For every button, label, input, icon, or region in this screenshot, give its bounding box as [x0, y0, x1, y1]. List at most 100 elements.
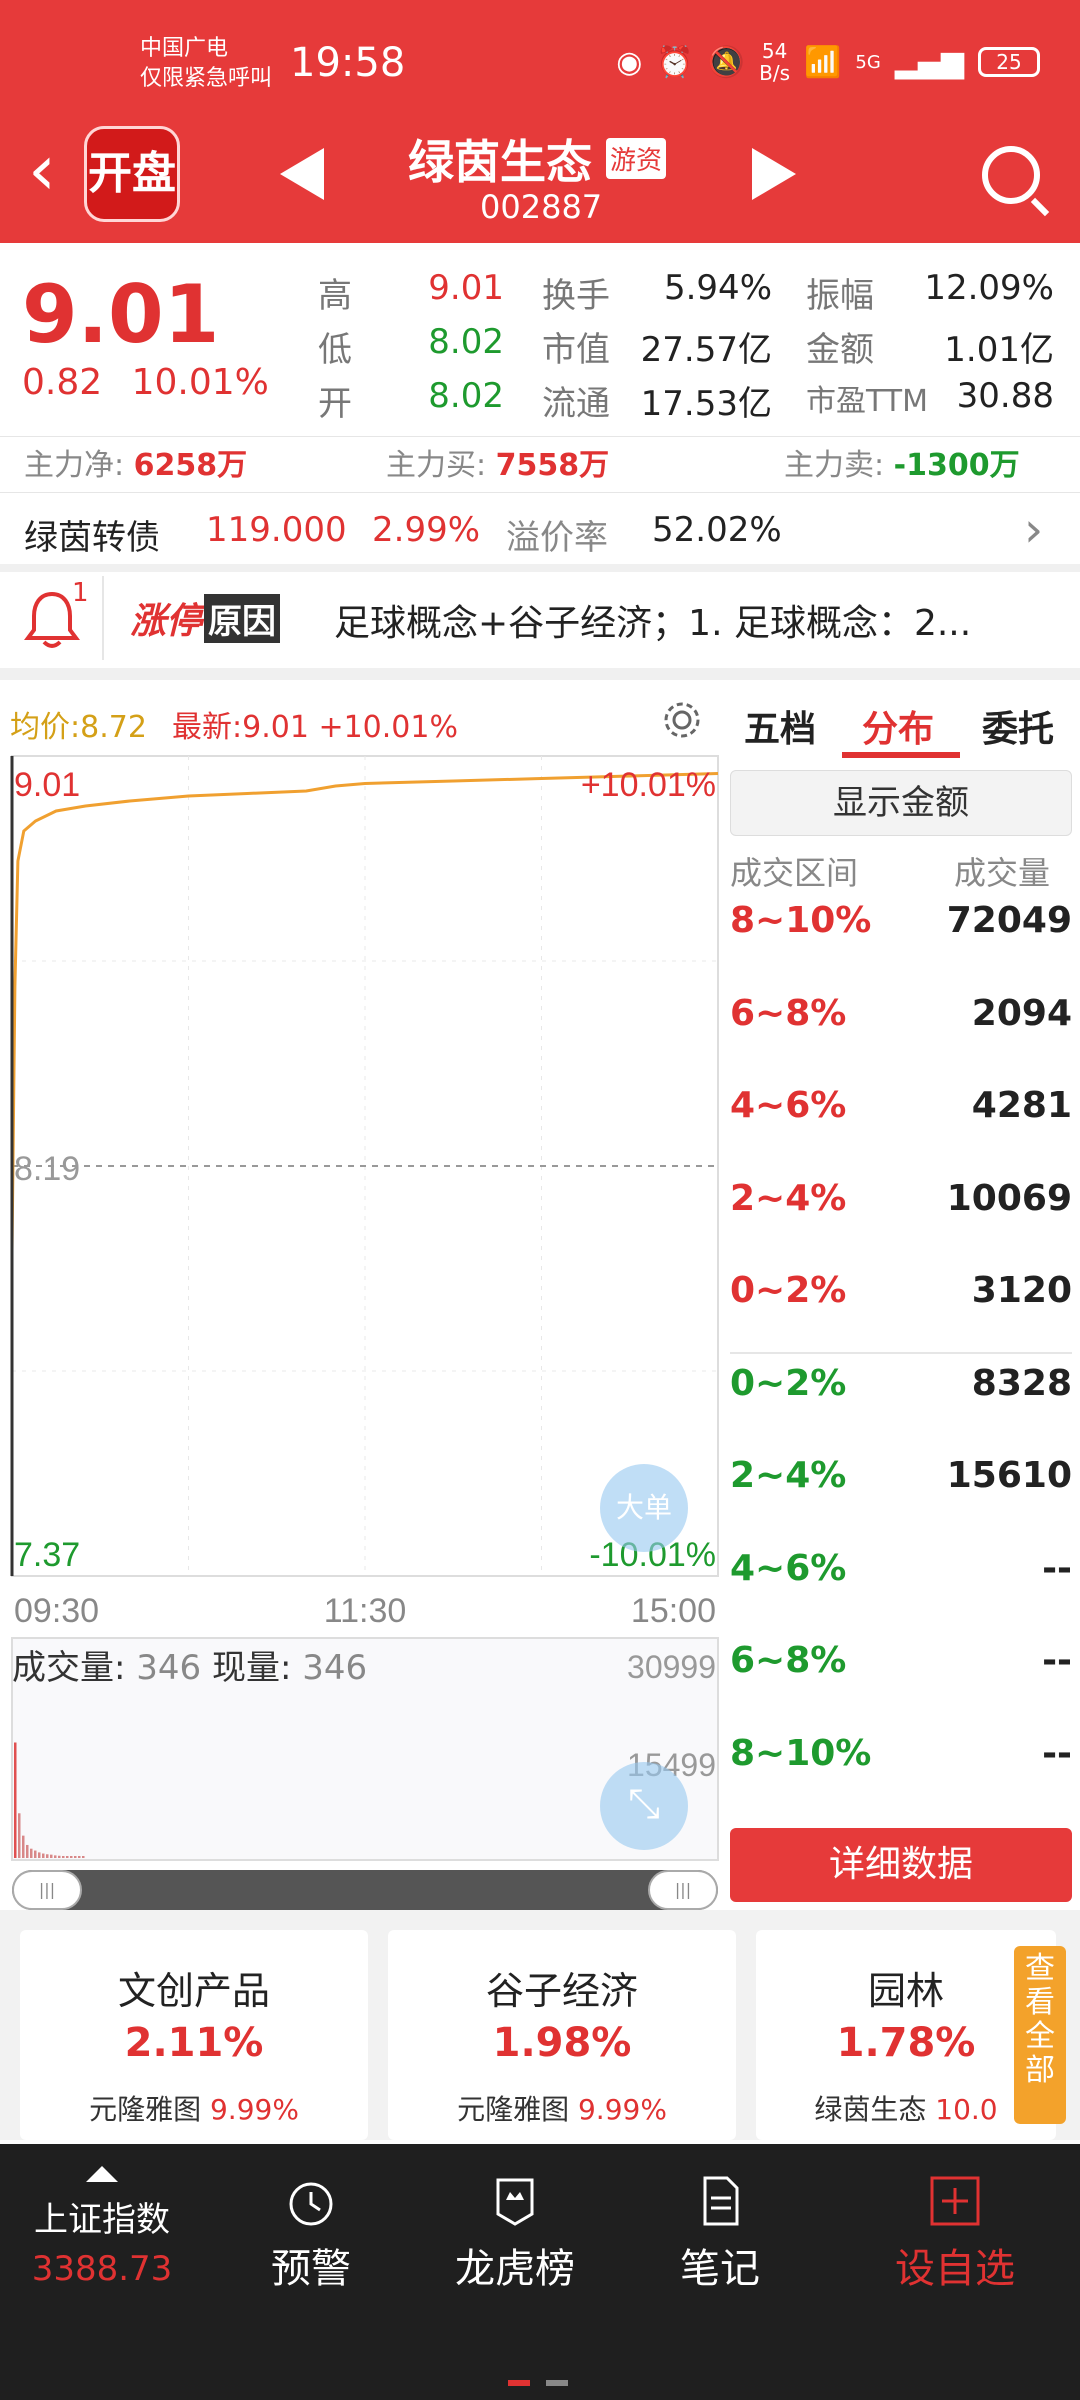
range-volume: 3120	[971, 1270, 1072, 1311]
x-tick-label: 15:00	[631, 1592, 716, 1630]
range-label: 6~8%	[730, 1640, 847, 1681]
nav-add-favorite[interactable]: 设自选	[870, 2174, 1040, 2294]
search-icon[interactable]	[982, 146, 1040, 204]
nav-alert[interactable]: 预警	[246, 2174, 376, 2294]
main-net-value: 6258万	[133, 448, 248, 483]
change-value: 0.82	[22, 362, 103, 403]
wifi-icon: 📶	[804, 44, 842, 80]
low-label: 低	[318, 330, 352, 370]
main-net-label: 主力净:	[24, 448, 125, 483]
distribution-row: 6~8% 2094	[730, 993, 1072, 1053]
volume-bar	[46, 1854, 49, 1858]
next-stock-button[interactable]	[752, 148, 796, 200]
bottom-nav: 上证指数 3388.73 预警 龙虎榜 笔记 设自选	[0, 2144, 1080, 2400]
pe-value: 30.88	[956, 376, 1054, 416]
big-order-button[interactable]: 大单	[600, 1464, 688, 1552]
bond-price: 119.000	[206, 510, 347, 550]
volume-bar	[42, 1853, 45, 1858]
price-change: 0.82 10.01%	[22, 362, 269, 403]
range-label: 8~10%	[730, 1732, 872, 1774]
range-scrollbar[interactable]: ||| |||	[12, 1870, 718, 1910]
index-value: 3388.73	[31, 2249, 173, 2289]
limit-up-reason-text: 足球概念+谷子经济；1. 足球概念：2...	[334, 603, 972, 644]
volume-bars	[14, 1742, 85, 1858]
volume-bar	[70, 1856, 73, 1858]
volume-frame	[11, 1637, 719, 1861]
turnover-value: 5.94%	[663, 268, 772, 308]
col-volume-header: 成交量	[954, 854, 1051, 892]
sector-name: 园林	[867, 1969, 944, 2013]
status-icons: ◉ ⏰ 🔕 54 B/s 📶 5G ▂▄▆ 25	[616, 40, 1040, 84]
y-bottom-label: 7.37	[14, 1536, 80, 1574]
limit-up-badge: 涨停	[130, 601, 203, 642]
volume-bar	[22, 1835, 25, 1858]
expand-icon[interactable]: ⤡	[600, 1762, 688, 1850]
nav-dragon[interactable]: 龙虎榜	[440, 2174, 590, 2294]
sector-card[interactable]: 园林 1.78% 绿茵生态 10.0	[756, 1930, 1056, 2140]
sector-pct: 2.11%	[124, 2020, 264, 2066]
volume-bar	[18, 1813, 21, 1858]
bell-icon[interactable]	[24, 588, 80, 650]
scroll-handle-right[interactable]: |||	[648, 1870, 718, 1910]
detail-data-button[interactable]: 详细数据	[730, 1828, 1072, 1902]
high-label: 高	[318, 276, 352, 316]
turnover-label: 换手	[542, 276, 610, 316]
divider	[0, 564, 1080, 572]
x-ticks: 09:30 11:30 15:00	[14, 1592, 716, 1630]
low-value: 8.02	[428, 322, 504, 362]
tab-five-levels[interactable]: 五档	[744, 709, 817, 750]
sector-card[interactable]: 谷子经济 1.98% 元隆雅图 9.99%	[388, 1930, 736, 2140]
main-net: 主力净: 6258万	[24, 440, 247, 484]
price-series-line	[10, 772, 719, 1252]
tab-distribution[interactable]: 分布	[862, 709, 935, 750]
range-label: 4~6%	[730, 1085, 847, 1126]
app-badge[interactable]: 开盘	[84, 126, 180, 222]
back-button[interactable]: ‹	[28, 129, 56, 211]
range-volume: --	[1042, 1547, 1072, 1589]
distribution-row: 4~6% --	[730, 1548, 1072, 1608]
range-label: 4~6%	[730, 1547, 847, 1589]
current-volume-value: 346	[302, 1648, 368, 1688]
scroll-handle-left[interactable]: |||	[12, 1870, 82, 1910]
open-label: 开	[318, 384, 352, 424]
main-sell-label: 主力卖:	[784, 448, 885, 483]
range-volume: 8328	[971, 1362, 1072, 1404]
tab-orders[interactable]: 委托	[982, 709, 1055, 750]
show-amount-button[interactable]: 显示金额	[730, 770, 1072, 836]
sector-card[interactable]: 文创产品 2.11% 元隆雅图 9.99%	[20, 1930, 368, 2140]
distribution-row: 4~6% 4281	[730, 1085, 1072, 1145]
leader-pct: 9.99%	[577, 2093, 667, 2126]
price-chart[interactable]: 9.01 8.19 7.37 +10.01% -10.01% 09:30 11:3…	[0, 752, 726, 1862]
current-volume-label: 现量:	[212, 1648, 292, 1688]
nav-alert-label: 预警	[271, 2246, 351, 2292]
pct-top-label: +10.01%	[581, 766, 716, 804]
range-label: 2~4%	[730, 1177, 847, 1219]
divider	[102, 576, 104, 660]
volume-bar	[50, 1854, 53, 1858]
leader-name: 绿茵生态	[814, 2093, 927, 2126]
float-label: 流通	[542, 384, 610, 424]
page-indicator	[546, 2380, 568, 2386]
nav-notes[interactable]: 笔记	[660, 2174, 780, 2294]
y-mid-label: 8.19	[14, 1150, 80, 1188]
range-label: 0~2%	[730, 1270, 847, 1311]
amplitude-label: 振幅	[806, 276, 874, 316]
convertible-bond-row[interactable]: 绿茵转债 119.000 2.99% 溢价率 52.02% ›	[0, 498, 1080, 562]
status-carrier: 中国广电 仅限紧急呼叫	[140, 34, 272, 94]
caret-up-icon	[86, 2166, 118, 2182]
gear-icon[interactable]	[660, 698, 704, 742]
distribution-row: 2~4% 10069	[730, 1178, 1072, 1238]
limit-up-reason-row[interactable]: 1 涨停 原因 足球概念+谷子经济；1. 足球概念：2...	[0, 570, 1080, 666]
pe-label: 市盈TTM	[806, 384, 929, 419]
view-all-button[interactable]: 查看全部	[1014, 1946, 1066, 2124]
range-label: 0~2%	[730, 1362, 847, 1404]
nav-index[interactable]: 上证指数 3388.73	[24, 2166, 180, 2289]
status-time: 19:58	[290, 40, 406, 86]
vol-top-label: 30999	[627, 1649, 716, 1685]
prev-stock-button[interactable]	[280, 148, 324, 200]
notes-icon	[703, 2176, 739, 2226]
carrier-status: 仅限紧急呼叫	[140, 66, 273, 91]
nav-add-favorite-label: 设自选	[895, 2246, 1015, 2292]
active-tab-indicator	[842, 752, 960, 758]
main-buy: 主力买: 7558万	[386, 440, 609, 484]
